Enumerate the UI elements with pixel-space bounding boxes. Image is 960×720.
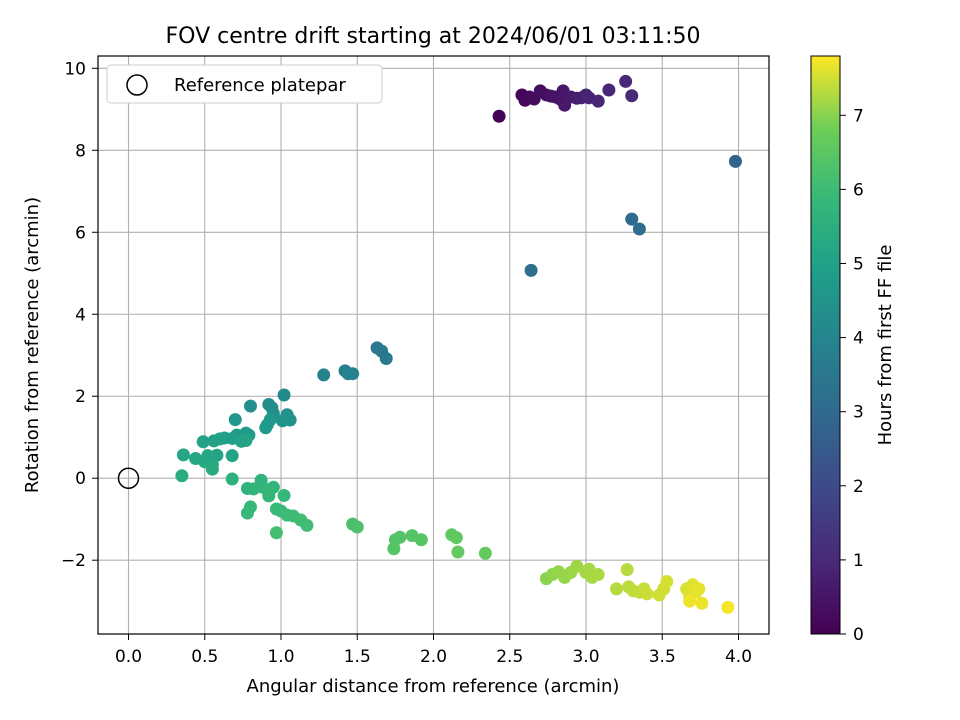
colorbar-label: Hours from first FF file: [875, 245, 896, 446]
y-tick-label: 10: [64, 59, 86, 79]
data-point: [228, 413, 242, 427]
x-axis-ticks: 0.0 0.5 1.0 1.5 2.0 2.5 3.0 3.5 4.0: [115, 634, 752, 667]
data-point: [619, 74, 633, 88]
x-tick-label: 4.0: [725, 647, 752, 667]
data-point: [478, 546, 492, 560]
data-point: [225, 472, 239, 486]
y-tick-label: 4: [75, 305, 86, 325]
data-point: [277, 388, 291, 402]
x-tick-label: 1.0: [267, 647, 294, 667]
x-tick-label: 0.0: [115, 647, 142, 667]
data-point: [591, 94, 605, 108]
colorbar: 0 1 2 3 4 5 6 7 Hours from first FF file: [810, 55, 896, 645]
data-point: [620, 563, 634, 577]
data-point: [379, 352, 393, 366]
colorbar-tick-label: 5: [853, 254, 864, 274]
y-axis-label: Rotation from reference (arcmin): [22, 197, 43, 493]
data-point: [277, 488, 291, 502]
data-point: [350, 520, 364, 534]
colorbar-ticks: 0 1 2 3 4 5 6 7: [840, 106, 864, 645]
data-point: [660, 575, 674, 589]
x-tick-label: 2.5: [496, 647, 523, 667]
data-point: [196, 435, 210, 449]
data-point: [176, 448, 190, 462]
y-tick-label: 0: [75, 469, 86, 489]
data-point: [276, 414, 290, 428]
data-point: [692, 582, 706, 596]
data-points: [117, 74, 742, 614]
x-tick-label: 0.5: [191, 647, 218, 667]
data-point: [346, 367, 360, 381]
colorbar-tick-label: 7: [853, 106, 864, 126]
legend-marker-icon: [126, 74, 148, 96]
data-point: [632, 222, 646, 236]
colorbar-tick-label: 6: [853, 180, 864, 200]
data-point: [610, 582, 623, 596]
data-point: [262, 489, 276, 503]
colorbar-tick-label: 1: [853, 551, 864, 571]
data-point: [225, 449, 239, 463]
chart-title: FOV centre drift starting at 2024/06/01 …: [166, 24, 701, 49]
data-point: [317, 368, 331, 382]
x-axis-label: Angular distance from reference (arcmin): [247, 676, 620, 697]
data-point: [239, 434, 253, 448]
data-point: [640, 587, 654, 601]
data-point: [625, 89, 639, 103]
data-point: [205, 462, 219, 476]
data-point: [393, 530, 407, 544]
grid: [98, 56, 769, 634]
data-point: [300, 518, 314, 532]
data-point: [721, 600, 735, 614]
y-tick-label: 8: [75, 141, 86, 161]
legend-label: Reference platepar: [174, 75, 346, 96]
legend: Reference platepar: [106, 64, 383, 104]
y-tick-label: 6: [75, 223, 86, 243]
x-tick-label: 3.0: [572, 647, 599, 667]
data-point: [269, 526, 283, 540]
data-point: [492, 109, 506, 123]
data-point: [387, 542, 401, 556]
data-point: [695, 596, 709, 610]
data-point: [449, 531, 463, 545]
data-point: [683, 594, 697, 608]
x-tick-label: 1.5: [344, 647, 371, 667]
data-point: [451, 545, 465, 559]
colorbar-tick-label: 4: [853, 329, 864, 349]
y-tick-label: −2: [61, 551, 86, 571]
data-point: [602, 83, 616, 97]
data-point: [591, 568, 605, 582]
reference-platepar-marker: [117, 467, 140, 489]
x-tick-label: 2.0: [420, 647, 447, 667]
legend-box: [106, 64, 383, 104]
data-point: [244, 399, 257, 413]
data-point: [175, 469, 189, 483]
colorbar-tick-label: 2: [853, 477, 864, 497]
colorbar-tick-label: 3: [853, 403, 864, 423]
data-point: [240, 506, 254, 520]
colorbar-gradient: [810, 55, 841, 635]
data-point: [728, 154, 742, 168]
data-point: [570, 559, 584, 573]
data-point: [414, 533, 428, 547]
colorbar-tick-label: 0: [853, 625, 864, 645]
x-tick-label: 3.5: [649, 647, 676, 667]
data-point: [625, 212, 639, 226]
data-point: [207, 434, 221, 448]
data-point: [259, 421, 273, 435]
y-tick-label: 2: [75, 387, 86, 407]
y-axis-ticks: −2 0 2 4 6 8 10: [61, 59, 98, 571]
data-point: [524, 263, 538, 277]
